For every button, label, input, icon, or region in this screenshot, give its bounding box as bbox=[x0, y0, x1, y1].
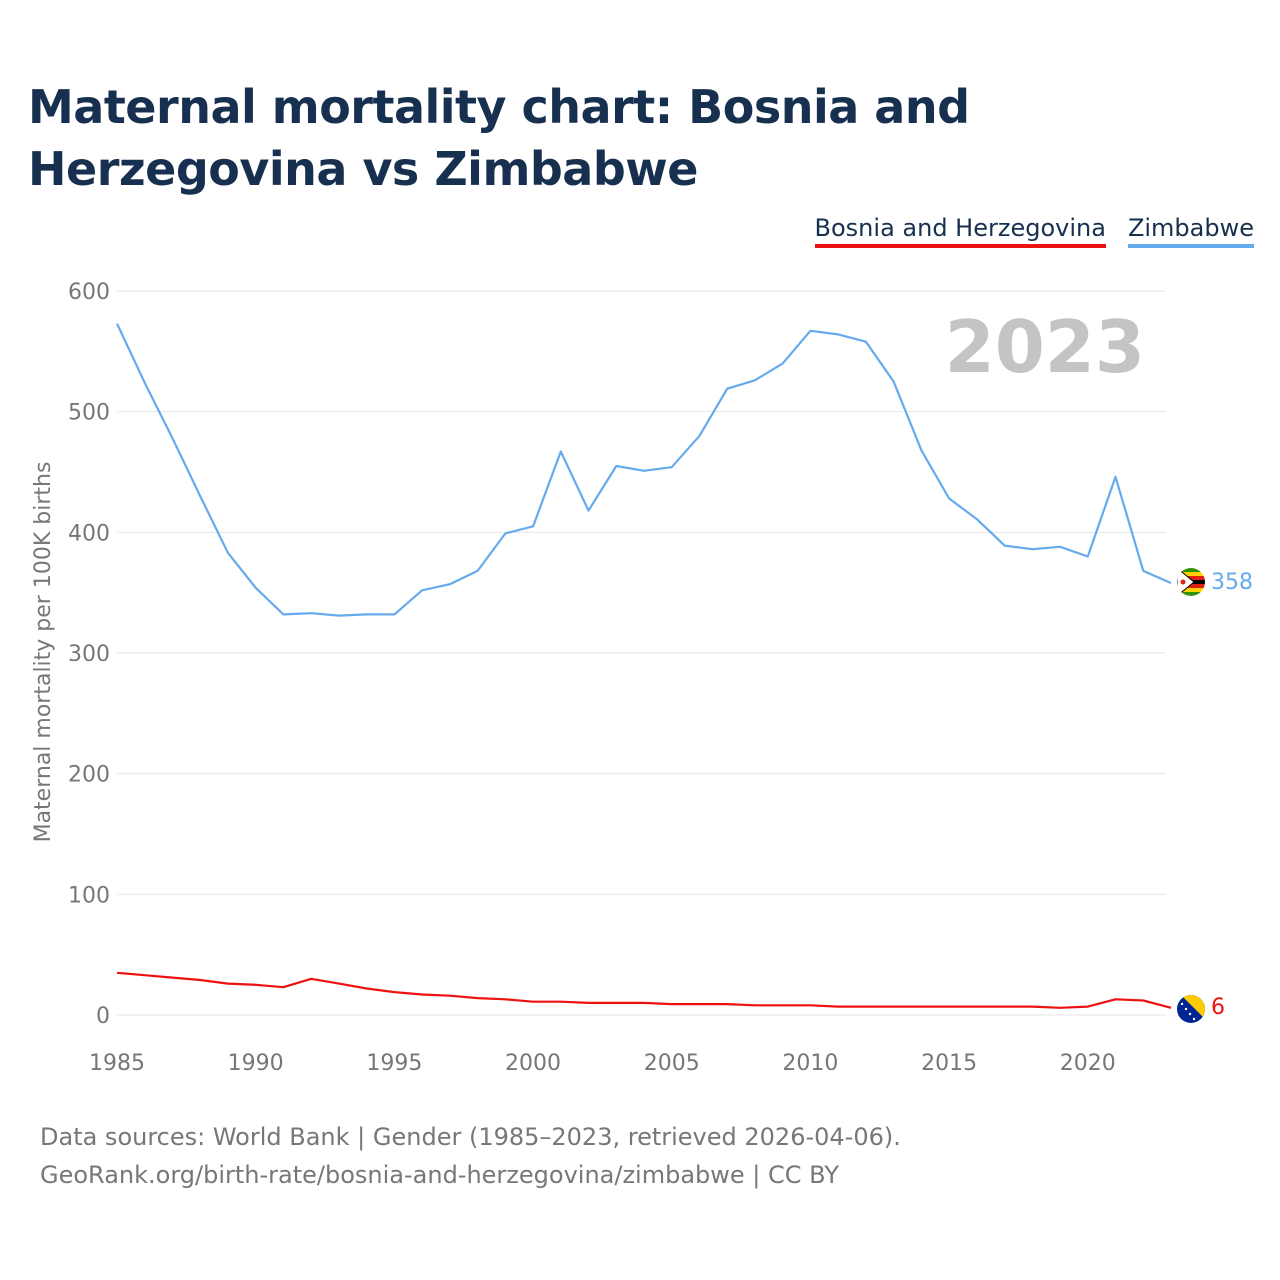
x-tick-label: 2000 bbox=[505, 1051, 561, 1076]
y-tick-label: 600 bbox=[68, 280, 110, 305]
bosnia-series-line[interactable] bbox=[116, 971, 1172, 1009]
legend: Bosnia and Herzegovina Zimbabwe bbox=[814, 214, 1254, 248]
x-tick-label: 2020 bbox=[1060, 1051, 1116, 1076]
source-line-1: Data sources: World Bank | Gender (1985–… bbox=[40, 1123, 901, 1151]
y-tick-label: 0 bbox=[96, 1004, 110, 1029]
zimbabwe-flag-icon bbox=[1177, 568, 1205, 596]
bosnia-flag-icon bbox=[1177, 995, 1205, 1023]
chart-title: Maternal mortality chart: Bosnia and Her… bbox=[28, 80, 970, 196]
source-note: Data sources: World Bank | Gender (1985–… bbox=[40, 1118, 901, 1194]
y-tick-label: 500 bbox=[68, 401, 110, 426]
x-tick-label: 1985 bbox=[89, 1051, 145, 1076]
bosnia-end-label: 6 bbox=[1211, 995, 1225, 1020]
current-year-label: 2023 bbox=[945, 305, 1145, 389]
x-tick-label: 2010 bbox=[782, 1051, 838, 1076]
legend-item-bosnia[interactable]: Bosnia and Herzegovina bbox=[814, 214, 1106, 248]
zimbabwe-end-label: 358 bbox=[1211, 570, 1253, 595]
line-chart: 0 100 200 300 400 500 600 1985 1990 1995 2000 2005 2… bbox=[31, 280, 1253, 1076]
y-tick-label: 100 bbox=[68, 883, 110, 908]
legend-item-zimbabwe[interactable]: Zimbabwe bbox=[1127, 214, 1254, 248]
x-tick-label: 2005 bbox=[644, 1051, 700, 1076]
source-line-2: GeoRank.org/birth-rate/bosnia-and-herzeg… bbox=[40, 1161, 839, 1189]
zimbabwe-series-line[interactable] bbox=[116, 323, 1172, 617]
x-tick-label: 1995 bbox=[366, 1051, 422, 1076]
y-tick-label: 400 bbox=[68, 521, 110, 546]
y-axis-label: Maternal mortality per 100K births bbox=[31, 462, 56, 843]
y-tick-label: 200 bbox=[68, 763, 110, 788]
x-tick-label: 2015 bbox=[921, 1051, 977, 1076]
y-tick-label: 300 bbox=[68, 642, 110, 667]
x-tick-label: 1990 bbox=[228, 1051, 284, 1076]
